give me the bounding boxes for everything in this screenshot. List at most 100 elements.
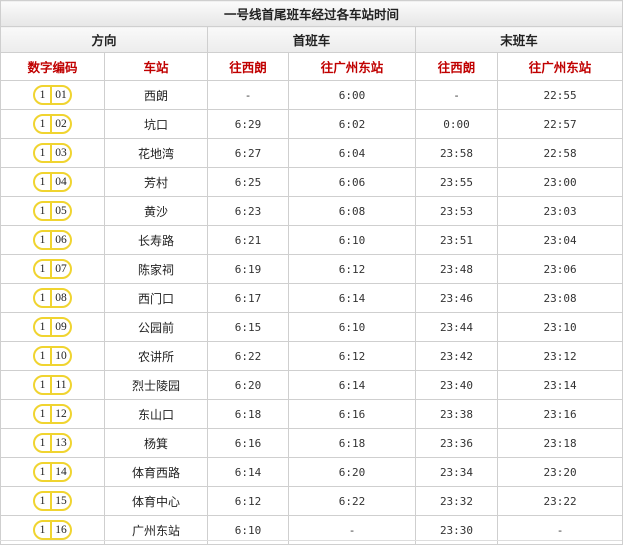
station-number: 12 bbox=[50, 406, 70, 422]
col-last-gzd: 往广州东站 bbox=[496, 52, 623, 81]
last-to-gzd: 23:22 bbox=[496, 486, 623, 516]
line-number: 1 bbox=[39, 292, 46, 304]
line-number: 1 bbox=[39, 350, 46, 362]
table-title: 一号线首尾班车经过各车站时间 bbox=[0, 0, 623, 27]
station-number: 04 bbox=[50, 174, 70, 190]
station-name: 烈士陵园 bbox=[104, 370, 208, 400]
table-row: 1 10 农讲所 6:22 6:12 23:42 23:12 bbox=[0, 341, 623, 371]
last-to-xilang: 23:48 bbox=[415, 254, 498, 284]
first-to-gzd: 6:16 bbox=[288, 399, 416, 429]
last-to-xilang: 0:00 bbox=[415, 109, 498, 139]
station-code: 1 09 bbox=[0, 312, 105, 342]
first-to-xilang: 6:29 bbox=[207, 109, 289, 139]
table-row: 1 09 公园前 6:15 6:10 23:44 23:10 bbox=[0, 312, 623, 342]
station-code: 1 14 bbox=[0, 457, 105, 487]
station-code: 1 06 bbox=[0, 225, 105, 255]
first-to-xilang: - bbox=[207, 80, 289, 110]
station-name: 公园前 bbox=[104, 312, 208, 342]
last-to-gzd: 22:57 bbox=[496, 109, 623, 139]
col-first-xilang: 往西朗 bbox=[207, 52, 289, 81]
first-to-xilang: 6:22 bbox=[207, 341, 289, 371]
col-station: 车站 bbox=[104, 52, 208, 81]
station-number: 02 bbox=[50, 116, 70, 132]
table-row: 1 05 黄沙 6:23 6:08 23:53 23:03 bbox=[0, 196, 623, 226]
last-to-xilang: 23:46 bbox=[415, 283, 498, 313]
table-row: 1 01 西朗 - 6:00 - 22:55 bbox=[0, 80, 623, 110]
table-row: 1 02 坑口 6:29 6:02 0:00 22:57 bbox=[0, 109, 623, 139]
station-code-badge: 1 09 bbox=[33, 317, 72, 337]
station-code-badge: 1 12 bbox=[33, 404, 72, 424]
last-to-xilang: - bbox=[415, 80, 498, 110]
col-code: 数字编码 bbox=[0, 52, 105, 81]
line-number: 1 bbox=[39, 89, 46, 101]
station-code: 1 03 bbox=[0, 138, 105, 168]
station-name: 体育西路 bbox=[104, 457, 208, 487]
station-code: 1 04 bbox=[0, 167, 105, 197]
station-number: 07 bbox=[50, 261, 70, 277]
table-row: 1 07 陈家祠 6:19 6:12 23:48 23:06 bbox=[0, 254, 623, 284]
first-to-xilang: 6:15 bbox=[207, 312, 289, 342]
last-to-xilang: 23:55 bbox=[415, 167, 498, 197]
station-number: 15 bbox=[50, 493, 70, 509]
first-to-xilang: 6:25 bbox=[207, 167, 289, 197]
first-to-gzd: 6:18 bbox=[288, 428, 416, 458]
last-to-gzd: 23:12 bbox=[496, 341, 623, 371]
last-to-xilang: 23:32 bbox=[415, 486, 498, 516]
station-code-badge: 1 11 bbox=[33, 375, 72, 395]
first-to-gzd: 6:20 bbox=[288, 457, 416, 487]
station-name: 坑口 bbox=[104, 109, 208, 139]
line-number: 1 bbox=[39, 408, 46, 420]
col-first-gzd: 往广州东站 bbox=[288, 52, 416, 81]
line-number: 1 bbox=[39, 176, 46, 188]
table-row: 1 15 体育中心 6:12 6:22 23:32 23:22 bbox=[0, 486, 623, 516]
first-to-xilang: 6:19 bbox=[207, 254, 289, 284]
station-number: 16 bbox=[50, 522, 70, 538]
station-number: 03 bbox=[50, 145, 70, 161]
station-code-badge: 1 06 bbox=[33, 230, 72, 250]
station-code-badge: 1 05 bbox=[33, 201, 72, 221]
first-to-gzd: 6:12 bbox=[288, 254, 416, 284]
last-to-xilang: 23:38 bbox=[415, 399, 498, 429]
station-code-badge: 1 13 bbox=[33, 433, 72, 453]
last-to-gzd: 23:06 bbox=[496, 254, 623, 284]
first-to-xilang: 6:14 bbox=[207, 457, 289, 487]
first-to-xilang: 6:17 bbox=[207, 283, 289, 313]
station-code-badge: 1 14 bbox=[33, 462, 72, 482]
station-code-badge: 1 10 bbox=[33, 346, 72, 366]
first-to-xilang: 6:21 bbox=[207, 225, 289, 255]
table-row: 1 03 花地湾 6:27 6:04 23:58 22:58 bbox=[0, 138, 623, 168]
station-code-badge: 1 07 bbox=[33, 259, 72, 279]
table-row: 1 13 杨箕 6:16 6:18 23:36 23:18 bbox=[0, 428, 623, 458]
first-to-gzd: 6:00 bbox=[288, 80, 416, 110]
last-to-xilang: 23:51 bbox=[415, 225, 498, 255]
station-number: 01 bbox=[50, 87, 70, 103]
station-name: 芳村 bbox=[104, 167, 208, 197]
group-direction: 方向 bbox=[0, 26, 208, 53]
station-name: 长寿路 bbox=[104, 225, 208, 255]
line-number: 1 bbox=[39, 495, 46, 507]
first-to-xilang: 6:16 bbox=[207, 428, 289, 458]
station-code: 1 05 bbox=[0, 196, 105, 226]
line-number: 1 bbox=[39, 437, 46, 449]
last-to-gzd: 23:20 bbox=[496, 457, 623, 487]
last-to-xilang: 23:53 bbox=[415, 196, 498, 226]
station-name: 黄沙 bbox=[104, 196, 208, 226]
first-to-gzd: 6:22 bbox=[288, 486, 416, 516]
line-number: 1 bbox=[39, 524, 46, 536]
station-code: 1 07 bbox=[0, 254, 105, 284]
first-to-gzd: 6:04 bbox=[288, 138, 416, 168]
station-name: 农讲所 bbox=[104, 341, 208, 371]
station-number: 13 bbox=[50, 435, 70, 451]
station-code-badge: 1 08 bbox=[33, 288, 72, 308]
last-to-gzd: 23:03 bbox=[496, 196, 623, 226]
station-code-badge: 1 01 bbox=[33, 85, 72, 105]
station-code: 1 13 bbox=[0, 428, 105, 458]
station-code-badge: 1 15 bbox=[33, 491, 72, 511]
last-to-gzd: 23:00 bbox=[496, 167, 623, 197]
group-last-train: 末班车 bbox=[414, 26, 623, 53]
table-row: 1 08 西门口 6:17 6:14 23:46 23:08 bbox=[0, 283, 623, 313]
station-code: 1 01 bbox=[0, 80, 105, 110]
station-number: 10 bbox=[50, 348, 70, 364]
station-code-badge: 1 04 bbox=[33, 172, 72, 192]
first-to-gzd: 6:06 bbox=[288, 167, 416, 197]
